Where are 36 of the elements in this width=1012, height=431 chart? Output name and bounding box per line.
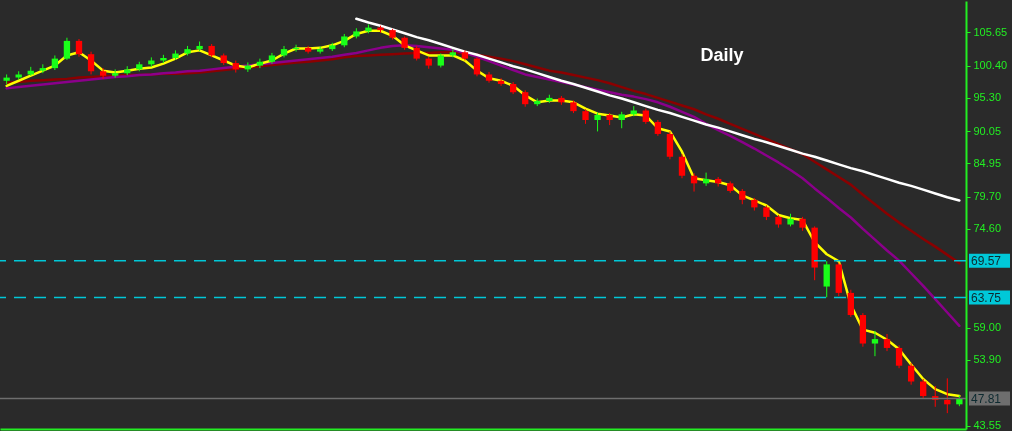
y-tick-label: 84.95 bbox=[973, 156, 1002, 169]
line-series bbox=[5, 29, 961, 398]
y-tick-label: 105.65 bbox=[973, 25, 1008, 38]
y-tick-label: 59.00 bbox=[973, 321, 1002, 334]
candlestick bbox=[99, 67, 107, 80]
line-series bbox=[5, 44, 961, 328]
candlestick bbox=[449, 48, 457, 58]
candlestick bbox=[594, 111, 601, 132]
candlestick bbox=[883, 333, 891, 352]
candlestick bbox=[823, 260, 830, 298]
candlestick bbox=[304, 45, 312, 55]
candlestick bbox=[256, 58, 264, 69]
candlestick bbox=[847, 289, 854, 318]
candlestick bbox=[920, 378, 927, 400]
candlestick bbox=[678, 153, 686, 179]
ref-line-label: 69.57 bbox=[971, 253, 1002, 268]
candlestick bbox=[497, 77, 505, 87]
candlestick bbox=[280, 45, 288, 58]
ref-line-label: 47.81 bbox=[971, 391, 1002, 406]
y-tick-label: 53.90 bbox=[973, 353, 1002, 366]
candlestick bbox=[473, 56, 481, 77]
y-tick-label: 100.40 bbox=[973, 59, 1008, 72]
y-tick-label: 43.55 bbox=[973, 419, 1002, 431]
ref-line-label: 63.75 bbox=[971, 290, 1002, 305]
candlestick bbox=[63, 37, 71, 61]
candlestick bbox=[666, 130, 674, 160]
y-tick-label: 90.05 bbox=[973, 124, 1002, 137]
candlestick bbox=[871, 330, 879, 357]
candlestick bbox=[895, 344, 903, 369]
y-tick-label: 74.60 bbox=[973, 222, 1002, 235]
annotation: Daily bbox=[700, 45, 744, 65]
y-tick-label: 95.30 bbox=[973, 91, 1002, 104]
line-series bbox=[355, 17, 961, 202]
candlestick bbox=[907, 362, 915, 386]
candlestick bbox=[87, 51, 95, 75]
y-tick-label: 79.70 bbox=[973, 190, 1002, 203]
